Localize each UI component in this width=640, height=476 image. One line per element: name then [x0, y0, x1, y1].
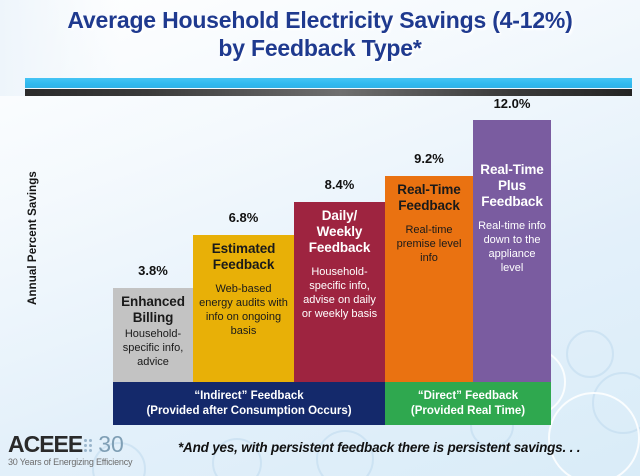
group-band-line-2: (Provided Real Time) [410, 404, 526, 417]
bar-value-label: 3.8% [138, 263, 168, 278]
header-rule-gray [25, 89, 632, 96]
aceee-logo-tagline: 30 Years of Energizing Efficiency [8, 457, 133, 467]
group-band-indirect: “Indirect” Feedback (Provided after Cons… [113, 382, 385, 425]
bar-chart: Annual Percent Savings 3.8% 6.8% 8.4% 9.… [0, 96, 640, 386]
aceee-logo-wordmark: ACEEE [8, 431, 83, 457]
y-axis-label: Annual Percent Savings [27, 171, 39, 305]
group-band-line-1: “Direct” Feedback [417, 389, 519, 402]
slide-title: Average Household Electricity Savings (4… [0, 6, 640, 62]
group-band-text: “Indirect” Feedback (Provided after Cons… [146, 389, 351, 419]
logo-dots-icon [84, 436, 97, 452]
bar-heading: Estimated Feedback [198, 241, 289, 273]
group-band-direct: “Direct” Feedback (Provided Real Time) [385, 382, 551, 425]
bar-heading-line-2: Billing [132, 310, 174, 325]
bar-description: Web-based energy audits with info on ong… [199, 283, 288, 337]
bar-enhanced-billing[interactable]: Enhanced Billing Household-specific info… [113, 288, 193, 386]
bar-heading-line-1: Daily/ [321, 208, 358, 223]
bar-heading-line-2: Feedback [398, 198, 460, 213]
slide-footer: ACEEE 30 30 Years of Energizing Efficien… [0, 426, 640, 476]
bar-heading: Enhanced Billing [118, 294, 188, 326]
bar-heading: Real-Time Feedback [390, 182, 468, 214]
bar-heading-line-1: Real-Time [397, 182, 461, 197]
bar-daily-weekly-feedback[interactable]: Daily/ Weekly Feedback Household-specifi… [294, 202, 385, 386]
bar-description: Household-specific info, advice [122, 328, 184, 368]
bar-heading-line-2: Plus [497, 178, 527, 193]
bar-description: Real-time premise level info [396, 224, 462, 264]
bar-description: Real-time info down to the appliance lev… [478, 220, 546, 274]
bar-heading-line-2: Feedback [212, 257, 275, 272]
bar-value-label: 9.2% [414, 151, 444, 166]
bar-description: Household-specific info, advise on daily… [301, 266, 378, 320]
slide-title-line-2: by Feedback Type* [218, 35, 422, 61]
group-band-line-2: (Provided after Consumption Occurs) [146, 404, 352, 417]
group-band-line-1: “Indirect” Feedback [194, 389, 304, 402]
bar-real-time-plus-feedback[interactable]: Real-Time Plus Feedback Real-time info d… [473, 120, 551, 386]
bar-heading-line-3: Feedback [481, 194, 543, 209]
bar-value-label: 12.0% [493, 96, 531, 111]
bar-value-label: 8.4% [324, 177, 355, 192]
bar-estimated-feedback[interactable]: Estimated Feedback Web-based energy audi… [193, 235, 294, 386]
bar-heading-line-1: Enhanced [121, 294, 185, 309]
header-rule-cyan [25, 78, 632, 88]
bar-value-label: 6.8% [228, 210, 259, 225]
bar-heading-line-1: Real-Time [480, 162, 544, 177]
footnote: *And yes, with persistent feedback there… [178, 440, 581, 455]
aceee-logo-anniversary: 30 [98, 431, 124, 457]
bar-real-time-feedback[interactable]: Real-Time Feedback Real-time premise lev… [385, 176, 473, 386]
bar-heading-line-3: Feedback [308, 240, 371, 255]
slide-title-line-1: Average Household Electricity Savings (4… [67, 7, 573, 33]
bar-heading: Daily/ Weekly Feedback [299, 208, 380, 256]
aceee-logo: ACEEE 30 30 Years of Energizing Efficien… [8, 432, 133, 467]
aceee-logo-mark: ACEEE 30 [8, 432, 132, 456]
bar-heading: Real-Time Plus Feedback [478, 162, 546, 210]
bar-heading-line-1: Estimated [211, 241, 276, 256]
bar-heading-line-2: Weekly [316, 224, 363, 239]
group-band-text: “Direct” Feedback (Provided Real Time) [411, 389, 525, 419]
